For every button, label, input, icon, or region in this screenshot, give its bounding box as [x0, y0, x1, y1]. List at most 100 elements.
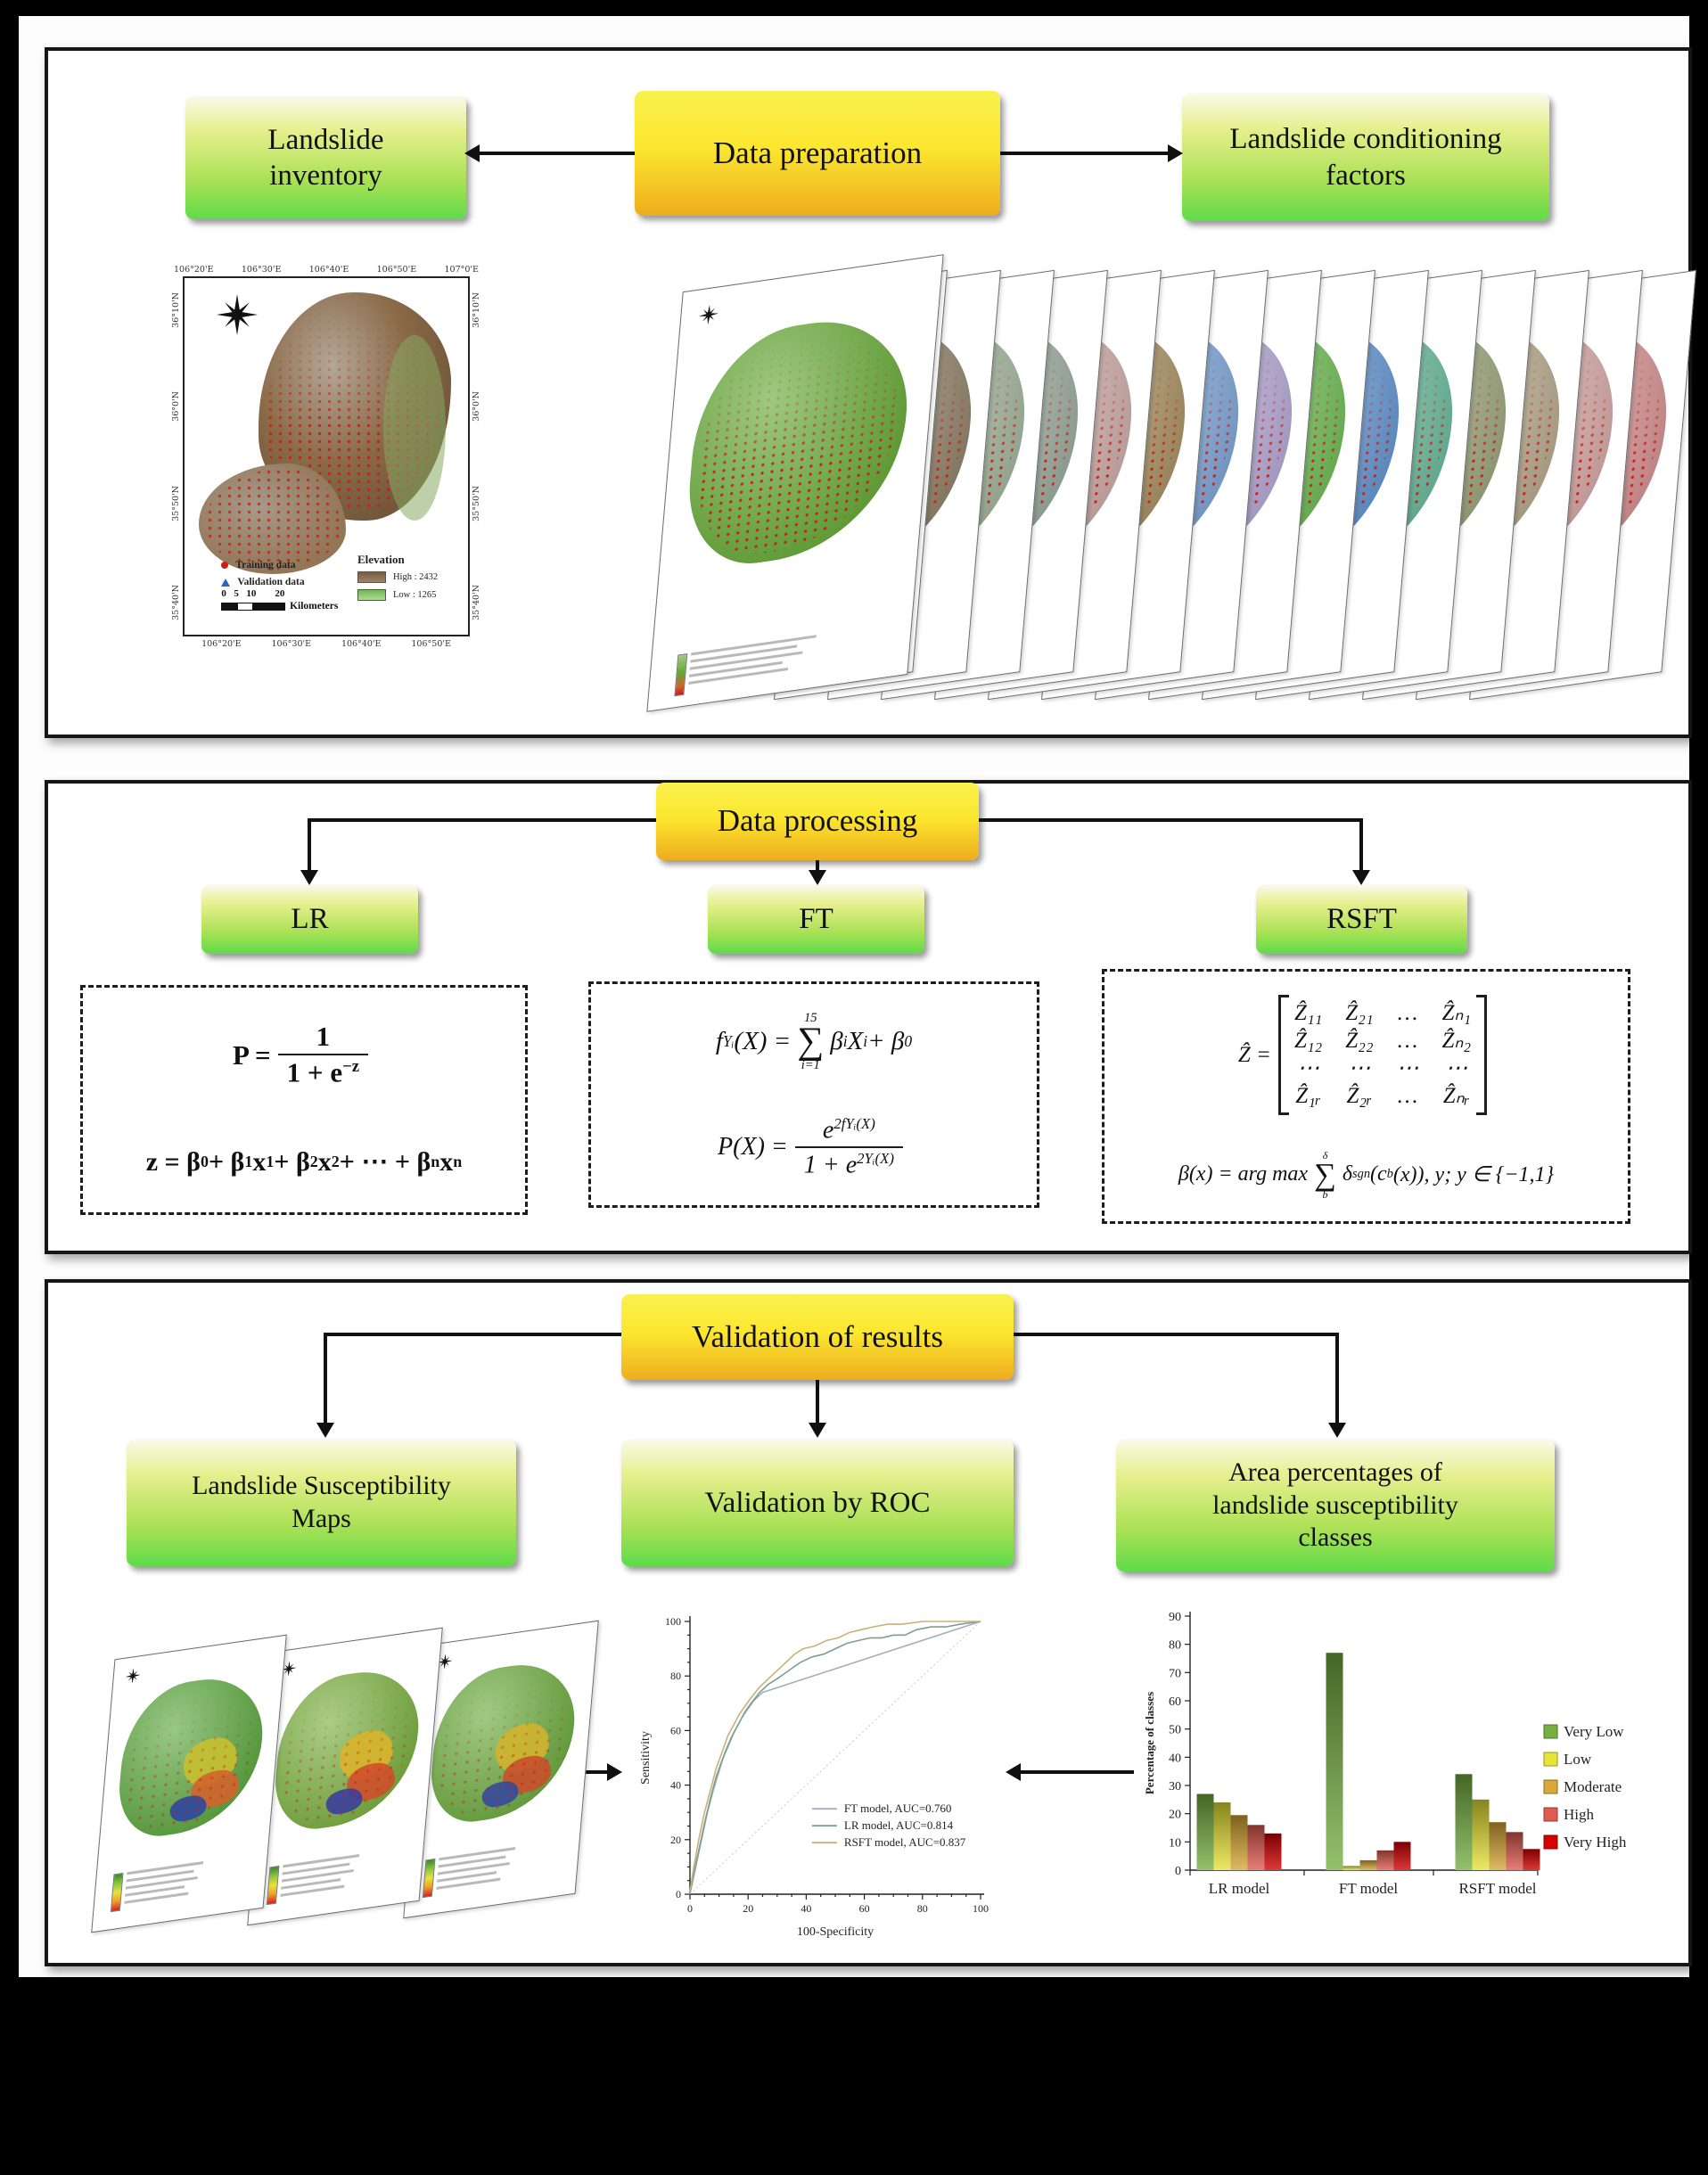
svg-text:80: 80: [1169, 1639, 1181, 1653]
svg-text:FT model: FT model: [1339, 1880, 1399, 1897]
svg-text:80: 80: [670, 1670, 681, 1682]
scale-bar: 0 5 10 20 Kilometers: [221, 588, 339, 611]
svg-text:20: 20: [743, 1902, 753, 1915]
svg-text:Sensitivity: Sensitivity: [639, 1731, 653, 1785]
map-coordinates-bottom: 106°20'E 106°30'E 106°40'E 106°50'E: [201, 639, 451, 649]
susceptibility-map-card: [403, 1620, 599, 1919]
svg-text:60: 60: [670, 1724, 681, 1736]
connector-maps-drop: [324, 1333, 327, 1424]
connector-lr: [309, 818, 656, 822]
svg-text:70: 70: [1169, 1667, 1181, 1680]
svg-text:40: 40: [801, 1902, 811, 1915]
elevation-high-label: High : 2432: [392, 572, 439, 582]
svg-text:60: 60: [859, 1902, 870, 1915]
training-data-label: Training data: [235, 560, 296, 570]
svg-text:Very Low: Very Low: [1564, 1723, 1624, 1740]
landslide-inventory-box: Landslide inventory: [185, 96, 466, 219]
elevation-title: Elevation: [357, 553, 405, 566]
validation-data-label: Validation data: [237, 577, 305, 587]
coordinate-label: 36°0'N: [472, 391, 481, 423]
data-preparation-box: Data preparation: [635, 91, 1000, 216]
svg-text:90: 90: [1169, 1611, 1181, 1624]
rsft-formula-2: β(x) = arg max δ ∑ b δ sgn (c b (x)), y; y ∈ {−1…: [1178, 1148, 1555, 1201]
compass-rose-icon: [282, 1661, 297, 1677]
scale-unit-label: Kilometers: [290, 601, 339, 611]
svg-text:100-Specificity: 100-Specificity: [797, 1925, 874, 1939]
susceptibility-map-card: [247, 1627, 443, 1926]
coordinate-label: 107°0'E: [444, 265, 479, 275]
coordinate-label: 106°30'E: [271, 639, 312, 649]
roc-curve-figure: 0 0 20 20 40 40 60 60 80 80 100 100 FT model, AUC=0.…: [631, 1600, 1001, 1949]
training-data-icon: [221, 562, 229, 569]
page: Landslide inventory Data preparation Land…: [19, 16, 1696, 1977]
rsft-label: RSFT: [1326, 903, 1397, 935]
scale-tick: 0: [221, 588, 226, 599]
connector-ft-drop: [816, 860, 819, 873]
arrowhead-down-lr: [300, 870, 318, 885]
lr-label: LR: [291, 903, 329, 935]
coordinate-label: 35°40'N: [171, 585, 181, 620]
conditioning-factors-label: Landslide conditioning factors: [1229, 123, 1502, 192]
class-percentage-figure: 0 10 20 30 40 50 60 70 80 90 LR model FT model RSFT …: [1141, 1603, 1676, 1925]
rsft-formula-box: Ẑ = Ẑ₁₁ Ẑ₂₁… Ẑₙ₁ Ẑ₁₂ Ẑ₂₂… Ẑₙ₂ ⋯ ⋯ ⋯ ⋯ Ẑ₁ᵣ Ẑ₂ᵣ… Ẑₙᵣ β…: [1102, 969, 1630, 1224]
arrow-preparation-to-inventory: [479, 152, 635, 155]
factor-layer-card: [646, 254, 944, 712]
arrowhead-right-roc: [607, 1763, 622, 1781]
svg-text:60: 60: [1169, 1695, 1181, 1709]
susceptibility-maps-box: Landslide Susceptibility Maps: [127, 1440, 516, 1566]
arrowhead-down-ft: [809, 870, 826, 885]
svg-text:0: 0: [687, 1902, 693, 1915]
elevation-low-label: Low : 1265: [392, 590, 437, 600]
svg-text:RSFT model: RSFT model: [1458, 1880, 1536, 1897]
svg-text:Low: Low: [1564, 1751, 1592, 1768]
lr-box: LR: [201, 885, 418, 954]
map-coordinates-top: 106°20'E 106°30'E 106°40'E 106°50'E 107°0'E: [174, 265, 479, 275]
svg-text:FT model, AUC=0.760: FT model, AUC=0.760: [844, 1802, 951, 1815]
coordinate-label: 106°20'E: [201, 639, 242, 649]
coordinate-label: 106°30'E: [241, 265, 282, 275]
svg-text:20: 20: [670, 1834, 681, 1846]
rsft-formula-1: Ẑ = Ẑ₁₁ Ẑ₂₁… Ẑₙ₁ Ẑ₁₂ Ẑ₂₂… Ẑₙ₂ ⋯ ⋯ ⋯ ⋯ Ẑ₁ᵣ Ẑ₂ᵣ… Ẑₙᵣ: [1238, 993, 1494, 1117]
svg-text:LR model: LR model: [1209, 1880, 1270, 1897]
coordinate-label: 35°50'N: [171, 485, 181, 521]
svg-text:Moderate: Moderate: [1564, 1778, 1622, 1795]
svg-text:Very High: Very High: [1564, 1834, 1627, 1851]
terrain-east-green: [382, 335, 446, 521]
arrowhead-down-roc: [809, 1423, 826, 1438]
connector-maps: [325, 1333, 621, 1336]
svg-text:40: 40: [1169, 1752, 1181, 1765]
class-percentage-chart: 0 10 20 30 40 50 60 70 80 90 LR model FT model RSFT …: [1141, 1603, 1676, 1925]
connector-rsft-drop: [1359, 818, 1363, 872]
arrow-bars-to-roc: [1020, 1770, 1134, 1774]
validation-data-icon: [221, 578, 231, 587]
arrowhead-down-area: [1328, 1423, 1346, 1438]
data-processing-box: Data processing: [656, 783, 979, 860]
susceptibility-map-cards: [91, 1620, 620, 1943]
svg-text:LR model, AUC=0.814: LR model, AUC=0.814: [844, 1818, 954, 1832]
arrowhead-down-rsft: [1352, 870, 1370, 885]
svg-text:40: 40: [670, 1779, 681, 1792]
compass-rose-icon: [126, 1668, 141, 1684]
connector-lr-drop: [308, 818, 311, 872]
svg-text:80: 80: [917, 1902, 928, 1915]
conditioning-factor-layers: [646, 254, 1696, 712]
ft-box: FT: [708, 885, 924, 954]
arrowhead-left: [464, 144, 480, 162]
coordinate-label: 106°20'E: [174, 265, 214, 275]
svg-text:Percentage of classes: Percentage of classes: [1143, 1692, 1156, 1794]
svg-text:50: 50: [1169, 1724, 1181, 1737]
arrow-preparation-to-factors: [1000, 152, 1170, 155]
landslide-inventory-map: 106°20'E 106°30'E 106°40'E 106°50'E 107°0'E …: [171, 265, 481, 649]
landslide-inventory-label: Landslide inventory: [267, 123, 384, 192]
coordinate-label: 36°10'N: [171, 292, 181, 328]
coordinate-label: 106°40'E: [341, 639, 382, 649]
map-coordinates-left: 36°10'N 36°0'N 35°50'N 35°40'N: [171, 292, 181, 620]
svg-text:100: 100: [665, 1615, 681, 1628]
svg-text:0: 0: [1175, 1865, 1181, 1878]
area-percentages-label: Area percentages of landslide susceptibil…: [1212, 1457, 1458, 1553]
svg-text:100: 100: [973, 1902, 989, 1915]
